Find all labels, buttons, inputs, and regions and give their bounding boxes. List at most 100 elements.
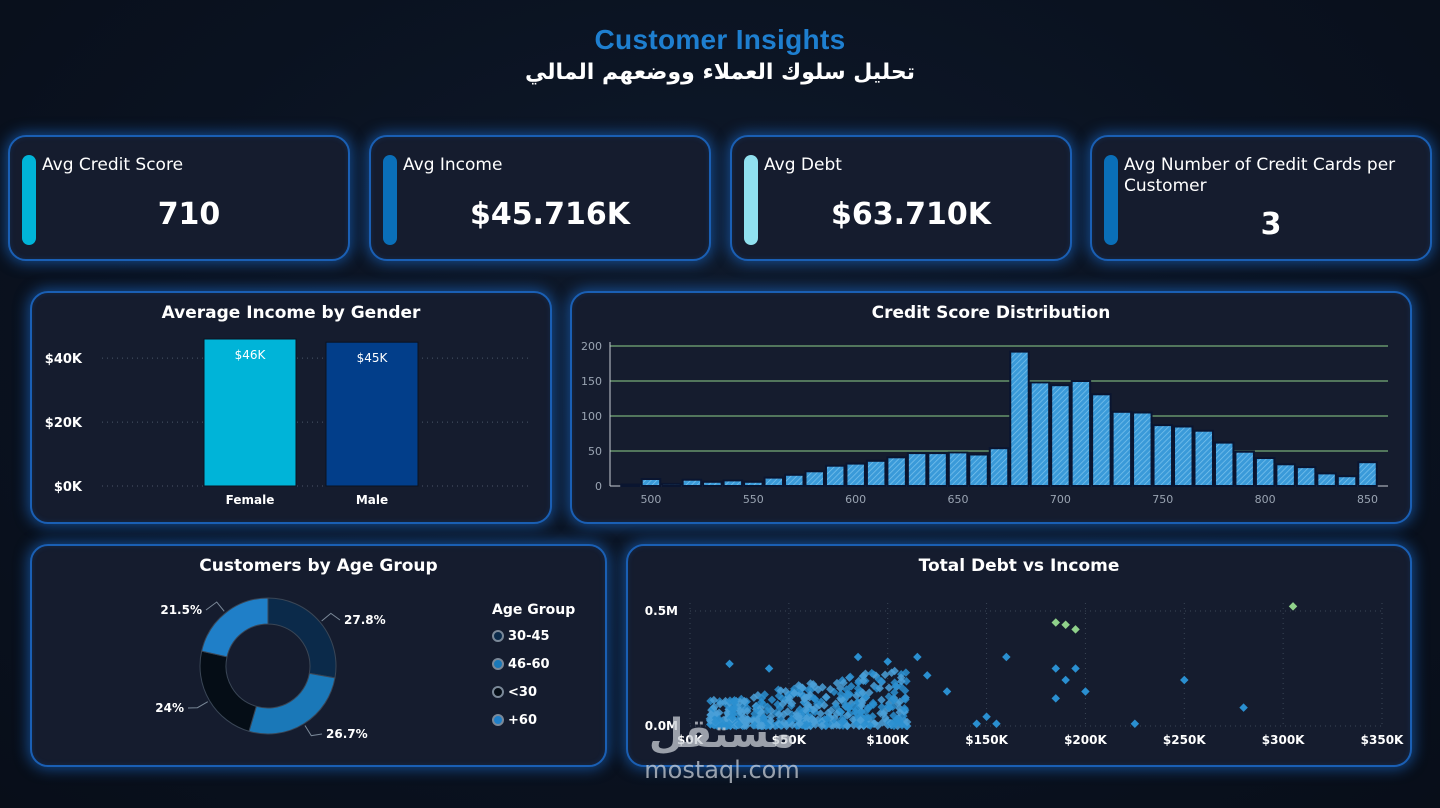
histogram-bar <box>1070 380 1092 487</box>
legend-item[interactable]: <30 <box>492 678 575 706</box>
x-tick-label: $300K <box>1262 733 1305 747</box>
histogram-bar <box>620 483 641 488</box>
scatter-point <box>764 664 774 673</box>
kpi-card-income[interactable]: Avg Income $45.716K <box>369 135 711 261</box>
scatter-point <box>800 694 809 704</box>
scatter-point <box>715 699 725 709</box>
scatter-point <box>749 693 759 702</box>
scatter-point <box>723 708 732 718</box>
debt-vs-income-scatter[interactable]: $0K $50K $100K $150K $200K $250K $300K $350K 0.0… <box>628 546 1410 765</box>
scatter-point <box>822 714 832 723</box>
watermark-logo: مستقل <box>648 711 796 757</box>
scatter-point <box>1051 618 1061 627</box>
scatter-point <box>888 702 897 711</box>
legend-item[interactable]: 46-60 <box>492 650 575 678</box>
scatter-point <box>901 668 911 677</box>
scatter-point <box>730 695 739 705</box>
scatter-point <box>779 718 789 727</box>
age-group-panel[interactable]: Customers by Age Group 27.8% 26.7% 24% 21.5… <box>30 544 607 767</box>
histogram-bar <box>1275 463 1296 488</box>
legend-label: +60 <box>508 712 537 728</box>
scatter-point <box>762 721 772 730</box>
x-tick-label: 550 <box>743 493 764 506</box>
x-tick-label: Female <box>226 493 275 507</box>
scatter-point <box>832 709 842 718</box>
histogram-bar <box>1213 441 1235 488</box>
kpi-card-credit-cards[interactable]: Avg Number of Credit Cards per Customer … <box>1090 135 1432 261</box>
kpi-accent-bar <box>1104 155 1118 245</box>
data-label: 27.8% <box>344 613 386 627</box>
credit-score-distribution-panel[interactable]: Credit Score Distribution 0 50 100 150 200 50… <box>570 291 1412 524</box>
debt-vs-income-panel[interactable]: Total Debt vs Income $0K $50K $100K $150K $2… <box>626 544 1412 767</box>
scatter-point <box>913 652 922 662</box>
x-tick-label: $200K <box>1064 733 1107 747</box>
histogram-bar <box>968 453 989 487</box>
x-tick-label: $100K <box>866 733 909 747</box>
scatter-point <box>853 652 863 662</box>
scatter-point <box>1071 664 1080 673</box>
data-label: $46K <box>235 348 267 362</box>
data-label: $45K <box>357 351 389 365</box>
histogram-bar <box>1132 411 1153 487</box>
histogram-bar <box>1254 457 1276 487</box>
scatter-point <box>831 702 841 711</box>
y-tick-label: 0.5M <box>645 604 678 618</box>
histogram-bar <box>1316 472 1337 487</box>
legend-label: 30-45 <box>508 628 550 644</box>
scatter-point <box>982 712 991 722</box>
kpi-accent-bar <box>744 155 758 245</box>
x-tick-label: 700 <box>1050 493 1071 506</box>
income-by-gender-panel[interactable]: Average Income by Gender $0K $20K $40K $46K… <box>30 291 552 524</box>
histogram-bar <box>661 482 682 487</box>
kpi-label: Avg Number of Credit Cards per Customer <box>1124 155 1396 196</box>
credit-score-histogram[interactable]: 0 50 100 150 200 500 550 600 650 700 750 800 850 <box>572 293 1410 522</box>
y-tick-label: $20K <box>45 416 83 431</box>
scatter-point <box>826 685 835 694</box>
scatter-point <box>866 721 875 730</box>
histogram-bar <box>988 447 1010 487</box>
histogram-bar <box>1009 350 1030 487</box>
scatter-point <box>706 710 716 719</box>
data-label: 21.5% <box>160 603 202 617</box>
histogram-bar <box>743 480 764 488</box>
histogram-bar <box>722 479 744 487</box>
legend-label: 46-60 <box>508 656 550 672</box>
histogram-bar <box>804 470 825 488</box>
kpi-label: Avg Income <box>403 155 503 175</box>
histogram-bar <box>1336 475 1358 487</box>
legend-swatch <box>492 714 504 726</box>
histogram-bar <box>1111 410 1133 487</box>
x-tick-label: 850 <box>1357 493 1378 506</box>
scatter-point <box>795 705 805 714</box>
legend-swatch <box>492 658 504 670</box>
scatter-point <box>847 682 856 691</box>
kpi-label: Avg Debt <box>764 155 842 175</box>
kpi-accent-bar <box>22 155 36 245</box>
histogram-bar <box>1029 381 1051 487</box>
y-tick-label: $40K <box>45 352 83 367</box>
kpi-card-credit-score[interactable]: Avg Credit Score 710 <box>8 135 350 261</box>
scatter-point <box>892 714 902 724</box>
legend-item[interactable]: +60 <box>492 706 575 734</box>
scatter-point <box>817 721 827 731</box>
donut-slice <box>201 597 269 658</box>
histogram-bar <box>865 459 887 488</box>
histogram-bar <box>845 462 866 488</box>
scatter-point <box>776 686 786 695</box>
legend-swatch <box>492 630 504 642</box>
scatter-point <box>837 695 847 704</box>
age-group-donut-chart[interactable]: 27.8% 26.7% 24% 21.5% <box>32 546 472 765</box>
income-by-gender-chart[interactable]: $0K $20K $40K $46K Female $45K Male <box>32 293 550 522</box>
scatter-point <box>788 720 797 730</box>
kpi-card-debt[interactable]: Avg Debt $63.710K <box>730 135 1072 261</box>
leader-line <box>304 725 323 737</box>
scatter-point <box>1061 675 1070 685</box>
histogram-bar <box>1091 393 1112 487</box>
y-tick-label: 150 <box>581 375 602 388</box>
legend-item[interactable]: 30-45 <box>492 622 575 650</box>
histogram-bar <box>1152 424 1174 488</box>
x-tick-label: 800 <box>1255 493 1276 506</box>
scatter-point <box>794 681 803 690</box>
histogram-bar <box>1173 425 1194 487</box>
histogram-bar <box>824 464 846 487</box>
